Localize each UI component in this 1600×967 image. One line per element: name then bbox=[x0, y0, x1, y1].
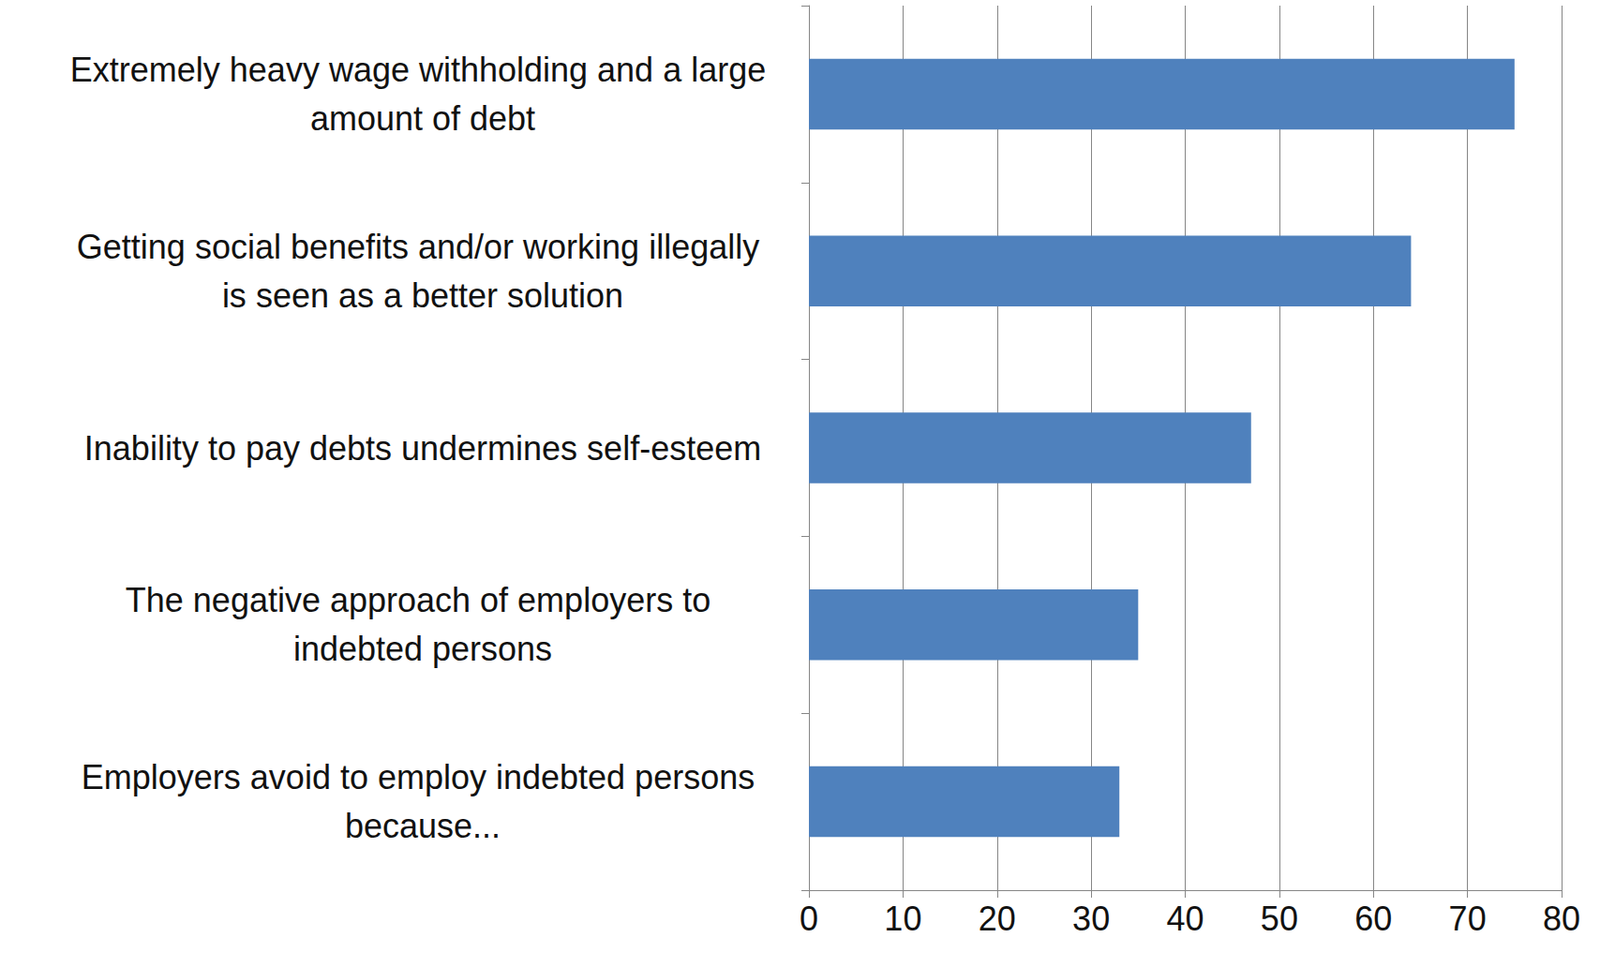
svg-text:Extremely heavy wage withholdi: Extremely heavy wage withholding and a l… bbox=[70, 50, 776, 90]
svg-text:indebted persons: indebted persons bbox=[293, 629, 553, 669]
svg-text:amount of debt: amount of debt bbox=[310, 99, 536, 138]
svg-text:0: 0 bbox=[799, 899, 819, 939]
svg-text:The negative approach of emplo: The negative approach of employers to bbox=[125, 581, 720, 620]
svg-text:40: 40 bbox=[1166, 899, 1204, 939]
svg-text:is seen as a better solution: is seen as a better solution bbox=[222, 276, 624, 315]
svg-text:Getting social benefits and/or: Getting social benefits and/or working i… bbox=[76, 227, 769, 267]
svg-text:70: 70 bbox=[1449, 899, 1487, 939]
svg-text:Employers avoid to employ inde: Employers avoid to employ indebted perso… bbox=[81, 758, 764, 797]
svg-text:because...: because... bbox=[344, 807, 501, 846]
svg-text:50: 50 bbox=[1260, 899, 1299, 939]
svg-text:10: 10 bbox=[883, 899, 922, 939]
svg-text:Inability to pay debts undermi: Inability to pay debts undermines self-e… bbox=[84, 429, 762, 468]
svg-text:80: 80 bbox=[1542, 899, 1581, 939]
svg-text:20: 20 bbox=[978, 899, 1017, 939]
svg-text:60: 60 bbox=[1354, 899, 1392, 939]
svg-text:30: 30 bbox=[1072, 899, 1110, 939]
